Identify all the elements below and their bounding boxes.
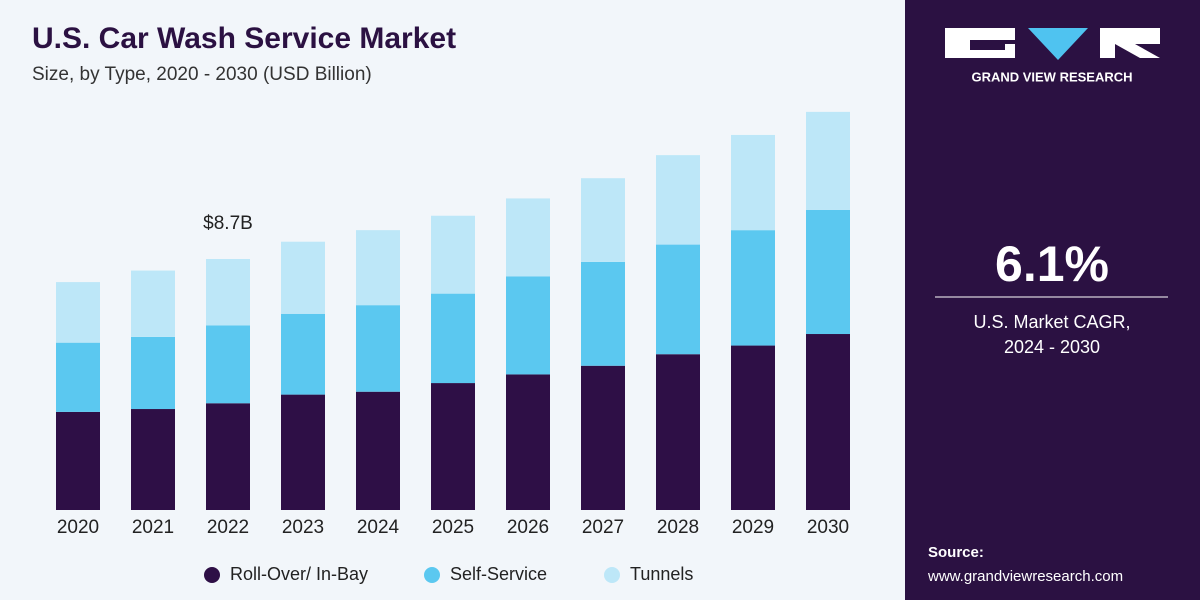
x-tick-label: 2026	[507, 517, 549, 538]
legend-swatch	[604, 567, 620, 583]
bar-segment	[581, 261, 625, 366]
bar-segment	[281, 241, 325, 314]
bar-segment	[806, 111, 850, 210]
source-url: www.grandviewresearch.com	[927, 568, 1123, 585]
source-label: Source:	[928, 544, 984, 561]
legend-label: Tunnels	[630, 564, 693, 584]
bar-segment	[56, 411, 100, 510]
logo-shape	[1028, 28, 1088, 60]
bar-segment	[131, 409, 175, 510]
bar-segment	[281, 313, 325, 395]
brand-name: GRAND VIEW RESEARCH	[971, 69, 1132, 84]
x-tick-label: 2028	[657, 517, 699, 538]
bar-segment	[56, 342, 100, 412]
logo	[945, 28, 1160, 60]
bar-segment	[431, 293, 475, 384]
cagr-label: 2024 - 2030	[1004, 337, 1100, 357]
bar-segment	[656, 244, 700, 355]
bar-segment	[731, 345, 775, 510]
bar-segment	[431, 383, 475, 510]
bar-segment	[806, 209, 850, 335]
bar-segment	[206, 259, 250, 326]
chart-title: U.S. Car Wash Service Market	[32, 22, 456, 55]
x-tick-label: 2021	[132, 517, 174, 538]
annotation: $8.7B	[203, 213, 253, 234]
bar-segment	[131, 270, 175, 337]
x-tick-label: 2020	[57, 517, 99, 538]
bar-segment	[56, 282, 100, 343]
bar-segment	[806, 334, 850, 510]
bar-segment	[281, 394, 325, 510]
cagr-value: 6.1%	[995, 236, 1109, 292]
bar-segment	[731, 230, 775, 346]
x-tick-label: 2029	[732, 517, 774, 538]
x-tick-label: 2024	[357, 517, 400, 538]
bar-segment	[506, 198, 550, 277]
bar-segment	[581, 178, 625, 262]
legend-label: Roll-Over/ In-Bay	[230, 564, 368, 584]
legend-swatch	[204, 567, 220, 583]
x-tick-label: 2023	[282, 517, 324, 538]
chart-subtitle: Size, by Type, 2020 - 2030 (USD Billion)	[32, 64, 372, 85]
logo-shape	[1100, 28, 1160, 58]
logo-shape	[945, 28, 1015, 58]
x-tick-label: 2027	[582, 517, 624, 538]
bar-segment	[731, 134, 775, 231]
bar-segment	[206, 403, 250, 510]
cagr-label: U.S. Market CAGR,	[973, 312, 1130, 332]
bar-segment	[506, 276, 550, 375]
bar-segment	[656, 354, 700, 510]
bar-segment	[581, 365, 625, 510]
x-tick-label: 2022	[207, 517, 249, 538]
sidebar	[905, 0, 1200, 600]
x-tick-label: 2025	[432, 517, 474, 538]
bar-segment	[131, 336, 175, 410]
x-tick-label: 2030	[807, 517, 849, 538]
bar-segment	[506, 374, 550, 510]
legend-swatch	[424, 567, 440, 583]
bar-segment	[356, 391, 400, 510]
bar-segment	[356, 305, 400, 392]
bar-segment	[206, 325, 250, 404]
bar-segment	[656, 155, 700, 245]
bar-segment	[356, 230, 400, 306]
legend-label: Self-Service	[450, 564, 547, 584]
bar-segment	[431, 215, 475, 294]
